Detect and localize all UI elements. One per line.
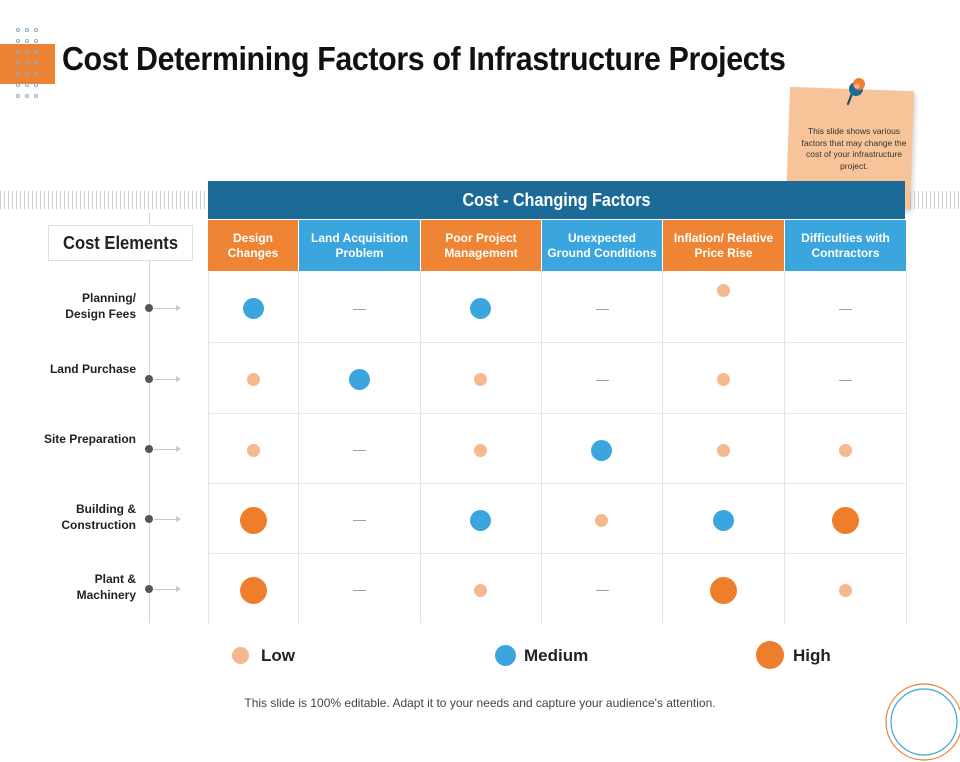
row-arrow-icon <box>154 304 181 311</box>
grid-line-horizontal <box>208 342 906 343</box>
page-title: Cost Determining Factors of Infrastructu… <box>62 40 786 77</box>
row-arrow-icon <box>154 375 181 382</box>
grid-line-vertical <box>208 271 209 623</box>
impact-bubble-medium <box>348 369 370 390</box>
footer-text: This slide is 100% editable. Adapt it to… <box>244 696 716 710</box>
pushpin-icon <box>846 78 865 106</box>
column-header: Unexpected Ground Conditions <box>542 220 662 271</box>
impact-bubble-low <box>474 373 487 386</box>
grid-line-horizontal <box>208 483 906 484</box>
row-label: Land Purchase <box>49 361 136 376</box>
grid-line-vertical <box>541 271 542 623</box>
impact-bubble-low <box>716 443 730 457</box>
column-header: Difficulties with Contractors <box>785 220 906 271</box>
grid-line-vertical <box>298 271 299 623</box>
impact-bubble-low <box>246 443 260 457</box>
grid-line-vertical <box>906 271 907 623</box>
grid-line-vertical <box>662 271 663 623</box>
impact-bubble-medium <box>242 298 264 319</box>
row-marker-dot <box>145 585 153 593</box>
grid-line-vertical <box>784 271 785 623</box>
row-arrow-icon <box>154 516 181 522</box>
impact-bubble-low <box>474 443 487 457</box>
impact-bubble-medium <box>591 439 612 461</box>
stripe-decoration-left <box>0 191 208 209</box>
empty-cell-dash <box>353 308 366 310</box>
impact-bubble-low <box>838 583 852 597</box>
impact-bubble-high <box>239 506 267 534</box>
impact-bubble-low <box>838 443 852 457</box>
row-label: Building & Construction <box>61 502 136 532</box>
column-header: Inflation/ Relative Price Rise <box>663 220 784 271</box>
grid-line-vertical <box>420 271 421 623</box>
table-band-title: Cost - Changing Factors <box>208 181 905 219</box>
impact-bubble-low <box>595 513 608 527</box>
grid-line-horizontal <box>208 413 906 414</box>
empty-cell-dash <box>839 308 852 310</box>
legend-label-high: High <box>793 646 831 665</box>
empty-cell-dash <box>595 379 609 381</box>
row-axis-line <box>149 213 150 623</box>
empty-cell-dash <box>353 520 366 521</box>
impact-bubble-high <box>831 506 859 534</box>
row-arrow-icon <box>154 586 181 592</box>
grid-line-horizontal <box>208 553 906 554</box>
row-marker-dot <box>145 445 153 453</box>
impact-bubble-medium <box>470 509 491 531</box>
row-label: Plant & Machinery <box>76 572 136 602</box>
column-header: Design Changes <box>208 220 298 271</box>
column-header: Poor Project Management <box>421 220 541 271</box>
stripe-decoration-right <box>906 191 960 209</box>
column-header: Land Acquisition Problem <box>299 220 420 271</box>
row-marker-dot <box>145 515 153 523</box>
row-marker-dot <box>145 374 153 383</box>
empty-cell-dash <box>353 590 366 591</box>
impact-bubble-medium <box>712 509 734 531</box>
legend-marker-low <box>231 646 249 664</box>
corner-circle-decoration <box>885 683 960 761</box>
row-header-cost-elements: Cost Elements <box>48 225 193 261</box>
legend-label-medium: Medium <box>524 646 589 665</box>
legend-marker-medium <box>494 644 516 666</box>
impact-bubble-low <box>474 583 487 597</box>
empty-cell-dash <box>595 590 609 591</box>
row-marker-dot <box>145 303 153 312</box>
empty-cell-dash <box>839 379 852 381</box>
dot-pattern-icon <box>16 28 44 104</box>
row-label: Planning/ Design Fees <box>65 290 136 321</box>
impact-bubble-low <box>716 373 730 386</box>
row-arrow-icon <box>154 446 181 452</box>
row-label: Site Preparation <box>43 432 136 446</box>
impact-bubble-high <box>239 576 267 604</box>
legend-label-low: Low <box>261 646 295 665</box>
empty-cell-dash <box>353 450 366 451</box>
empty-cell-dash <box>595 308 609 310</box>
legend-marker-high <box>756 641 784 669</box>
impact-bubble-medium <box>470 298 491 319</box>
impact-bubble-low <box>716 284 730 297</box>
impact-bubble-low <box>246 373 260 386</box>
impact-bubble-high <box>709 576 737 604</box>
note-text: This slide shows various factors that ma… <box>801 126 907 171</box>
